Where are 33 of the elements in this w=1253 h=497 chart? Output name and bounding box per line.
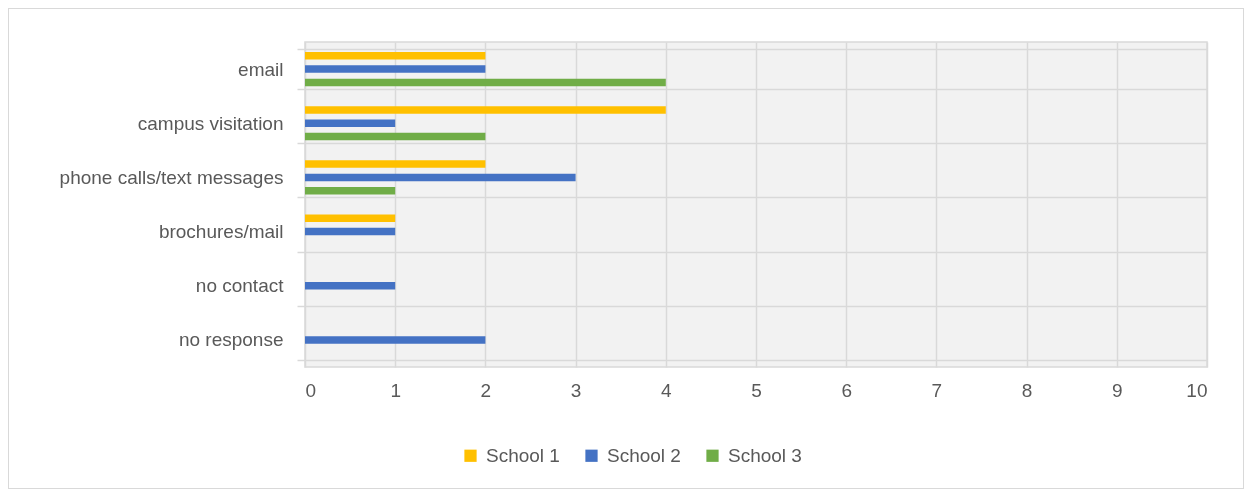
bar xyxy=(305,51,486,60)
x-tick-label: 8 xyxy=(1021,379,1033,401)
bar xyxy=(305,65,486,73)
x-tick-label: 0 xyxy=(305,379,317,401)
bar xyxy=(305,106,666,114)
y-tick-label: phone calls/text messages xyxy=(59,166,284,188)
bar xyxy=(305,336,486,344)
y-tick-label: no response xyxy=(178,329,284,351)
x-tick-label: 10 xyxy=(1186,379,1208,401)
y-tick-label: no contact xyxy=(195,275,285,297)
x-tick-label: 2 xyxy=(480,379,492,401)
legend-label: School 3 xyxy=(728,444,802,466)
bar xyxy=(305,78,666,87)
bar xyxy=(305,132,486,141)
legend-label: School 2 xyxy=(607,444,681,466)
x-tick-label: 7 xyxy=(931,379,943,401)
x-tick-label: 1 xyxy=(390,379,401,401)
x-tick-label: 4 xyxy=(661,379,673,401)
x-tick-label: 9 xyxy=(1112,379,1123,401)
bar xyxy=(305,187,396,195)
bar xyxy=(305,119,396,127)
x-tick-label: 6 xyxy=(841,379,852,401)
y-tick-label: email xyxy=(238,58,284,80)
bar xyxy=(305,214,396,222)
x-tick-label: 3 xyxy=(570,379,582,401)
y-tick-label: brochures/mail xyxy=(158,221,284,243)
y-tick-label: campus visitation xyxy=(137,112,284,134)
legend-label: School 1 xyxy=(486,444,560,466)
bar xyxy=(305,160,486,168)
x-tick-label: 5 xyxy=(751,379,762,401)
bar xyxy=(305,173,576,182)
bar xyxy=(305,227,396,236)
bar xyxy=(305,282,396,290)
